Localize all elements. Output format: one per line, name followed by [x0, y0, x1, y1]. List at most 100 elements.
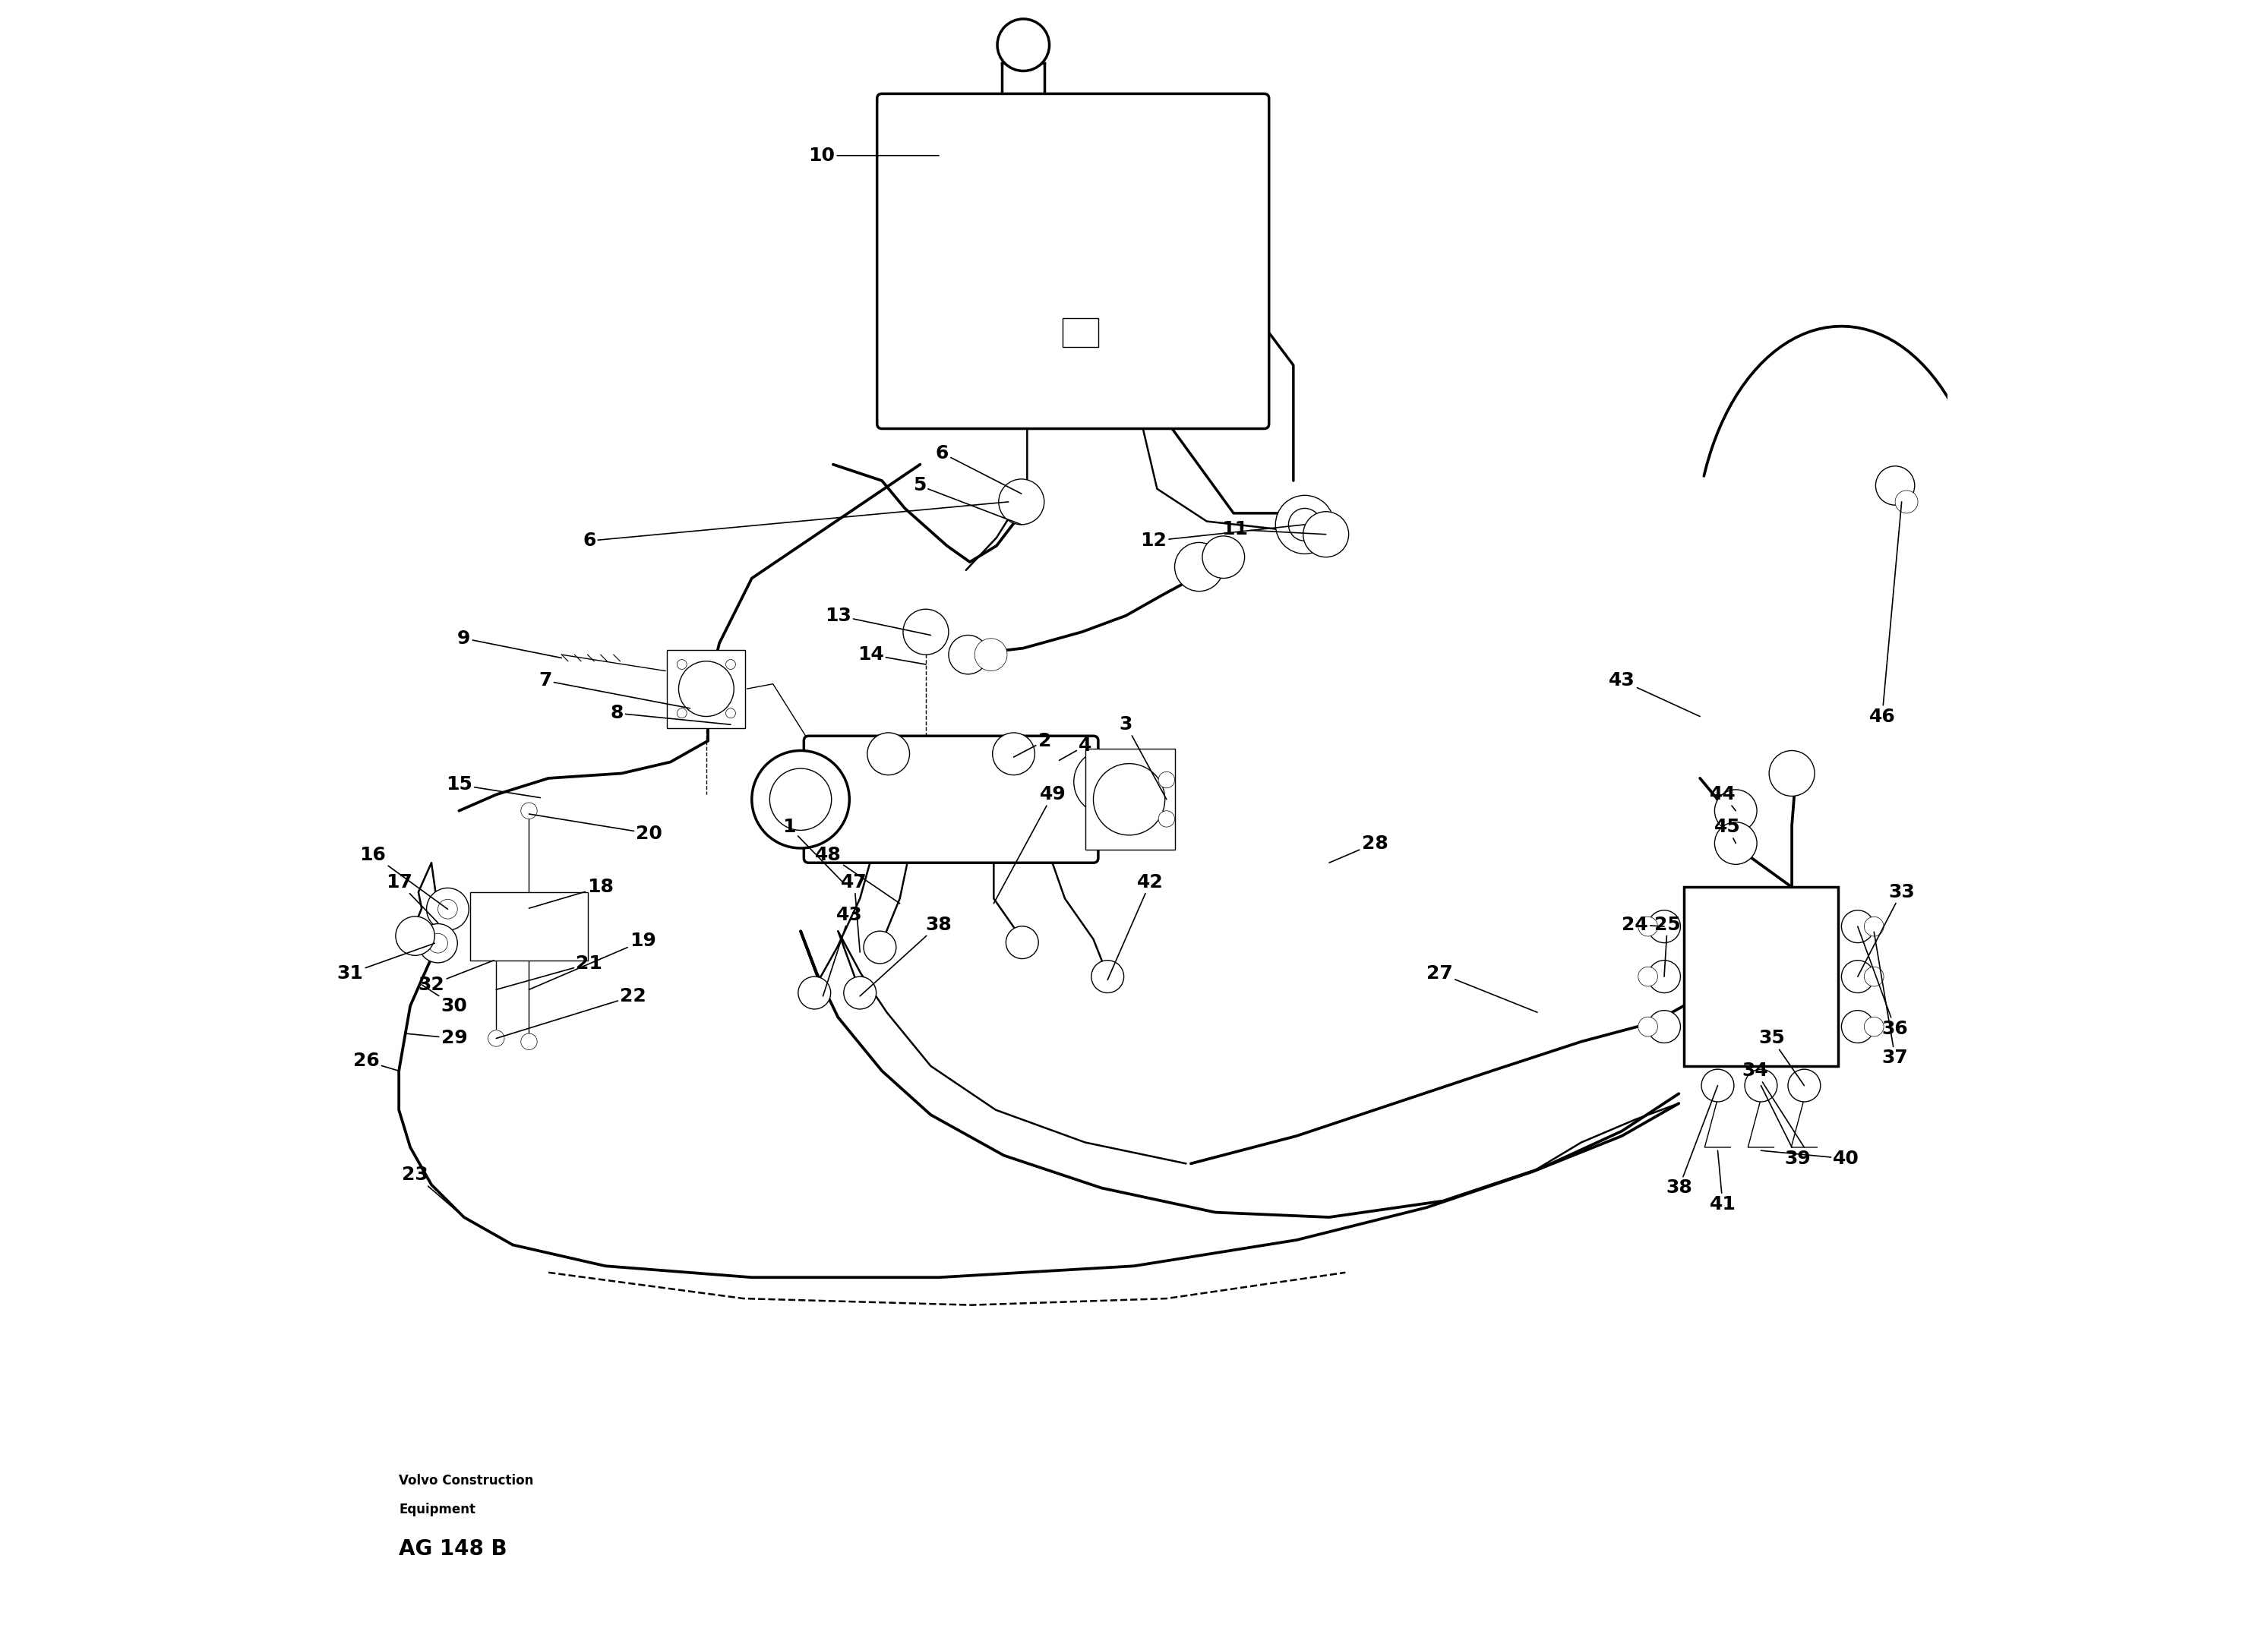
Bar: [1084, 749, 1175, 850]
Text: 9: 9: [458, 630, 562, 658]
Text: 27: 27: [1427, 964, 1538, 1013]
Text: 43: 43: [823, 905, 862, 996]
Text: 13: 13: [826, 607, 930, 635]
Text: 36: 36: [1857, 926, 1907, 1037]
Circle shape: [1159, 811, 1175, 827]
Circle shape: [1864, 967, 1885, 987]
Circle shape: [1093, 764, 1166, 835]
Circle shape: [488, 1031, 503, 1047]
Text: 8: 8: [610, 703, 730, 724]
Text: 41: 41: [1710, 1151, 1735, 1213]
Text: 34: 34: [1742, 1061, 1805, 1148]
Circle shape: [726, 659, 735, 669]
Bar: [667, 650, 746, 728]
Text: 19: 19: [528, 931, 655, 990]
Text: 21: 21: [497, 954, 603, 990]
Text: 38: 38: [860, 915, 953, 996]
Text: 47: 47: [841, 873, 866, 952]
Text: 32: 32: [417, 961, 494, 993]
Circle shape: [1769, 751, 1814, 796]
Circle shape: [1842, 1011, 1873, 1044]
Circle shape: [864, 931, 896, 964]
Text: 1: 1: [782, 817, 844, 882]
Circle shape: [1275, 495, 1334, 554]
Circle shape: [395, 917, 435, 956]
Text: 40: 40: [1760, 1149, 1860, 1167]
Text: 24: 24: [1622, 915, 1665, 934]
Circle shape: [998, 20, 1050, 72]
Text: 30: 30: [422, 985, 467, 1014]
Circle shape: [1304, 511, 1349, 557]
FancyBboxPatch shape: [878, 94, 1270, 428]
Text: 35: 35: [1758, 1029, 1805, 1086]
Circle shape: [993, 733, 1034, 775]
Circle shape: [438, 899, 458, 918]
Circle shape: [1649, 910, 1681, 943]
Circle shape: [726, 708, 735, 718]
Circle shape: [678, 661, 735, 716]
Circle shape: [1842, 961, 1873, 993]
Circle shape: [1288, 508, 1320, 540]
Circle shape: [1175, 542, 1222, 591]
Circle shape: [1159, 772, 1175, 788]
Bar: [469, 892, 587, 961]
Circle shape: [1637, 967, 1658, 987]
Text: 31: 31: [338, 943, 435, 982]
Text: 33: 33: [1857, 882, 1914, 977]
Circle shape: [522, 1034, 538, 1050]
Circle shape: [1715, 822, 1758, 864]
Text: 2: 2: [1014, 731, 1050, 757]
Circle shape: [866, 733, 909, 775]
Text: 5: 5: [912, 477, 1021, 524]
Circle shape: [1202, 536, 1245, 578]
Text: AG 148 B: AG 148 B: [399, 1538, 508, 1560]
Circle shape: [1649, 1011, 1681, 1044]
Circle shape: [1637, 917, 1658, 936]
Circle shape: [426, 887, 469, 930]
Text: 38: 38: [1665, 1086, 1717, 1197]
Circle shape: [975, 638, 1007, 671]
Circle shape: [1842, 910, 1873, 943]
Circle shape: [429, 933, 447, 952]
Text: 3: 3: [1120, 715, 1166, 799]
FancyBboxPatch shape: [803, 736, 1098, 863]
Text: 25: 25: [1653, 915, 1681, 977]
Circle shape: [1007, 926, 1039, 959]
Text: 6: 6: [934, 444, 1021, 493]
Text: 23: 23: [401, 1166, 465, 1218]
Circle shape: [1701, 1070, 1735, 1102]
Text: 43: 43: [1608, 672, 1701, 716]
Circle shape: [1073, 749, 1139, 814]
Circle shape: [1864, 1018, 1885, 1037]
Circle shape: [1091, 961, 1125, 993]
Text: 44: 44: [1710, 785, 1735, 811]
Circle shape: [1637, 1018, 1658, 1037]
Circle shape: [798, 977, 830, 1009]
Circle shape: [1744, 1070, 1778, 1102]
Text: 49: 49: [993, 785, 1066, 904]
Text: 12: 12: [1141, 524, 1304, 550]
Text: 39: 39: [1760, 1086, 1810, 1167]
Circle shape: [417, 923, 458, 962]
Text: 20: 20: [528, 814, 662, 843]
Text: 22: 22: [497, 987, 646, 1039]
Circle shape: [1896, 490, 1919, 513]
Circle shape: [1864, 917, 1885, 936]
Text: 11: 11: [1222, 521, 1327, 539]
Text: 26: 26: [354, 1052, 399, 1071]
Text: 4: 4: [1059, 736, 1091, 760]
Text: 42: 42: [1107, 873, 1163, 980]
Circle shape: [948, 635, 987, 674]
Text: 29: 29: [406, 1029, 467, 1047]
Circle shape: [998, 479, 1043, 524]
Circle shape: [769, 768, 832, 830]
Text: 7: 7: [540, 672, 689, 708]
Bar: [1064, 317, 1098, 347]
Text: Equipment: Equipment: [399, 1503, 476, 1517]
Text: 10: 10: [807, 147, 939, 164]
Circle shape: [844, 977, 875, 1009]
Text: 15: 15: [447, 775, 540, 798]
Text: 17: 17: [386, 873, 438, 923]
Circle shape: [676, 659, 687, 669]
Circle shape: [751, 751, 850, 848]
